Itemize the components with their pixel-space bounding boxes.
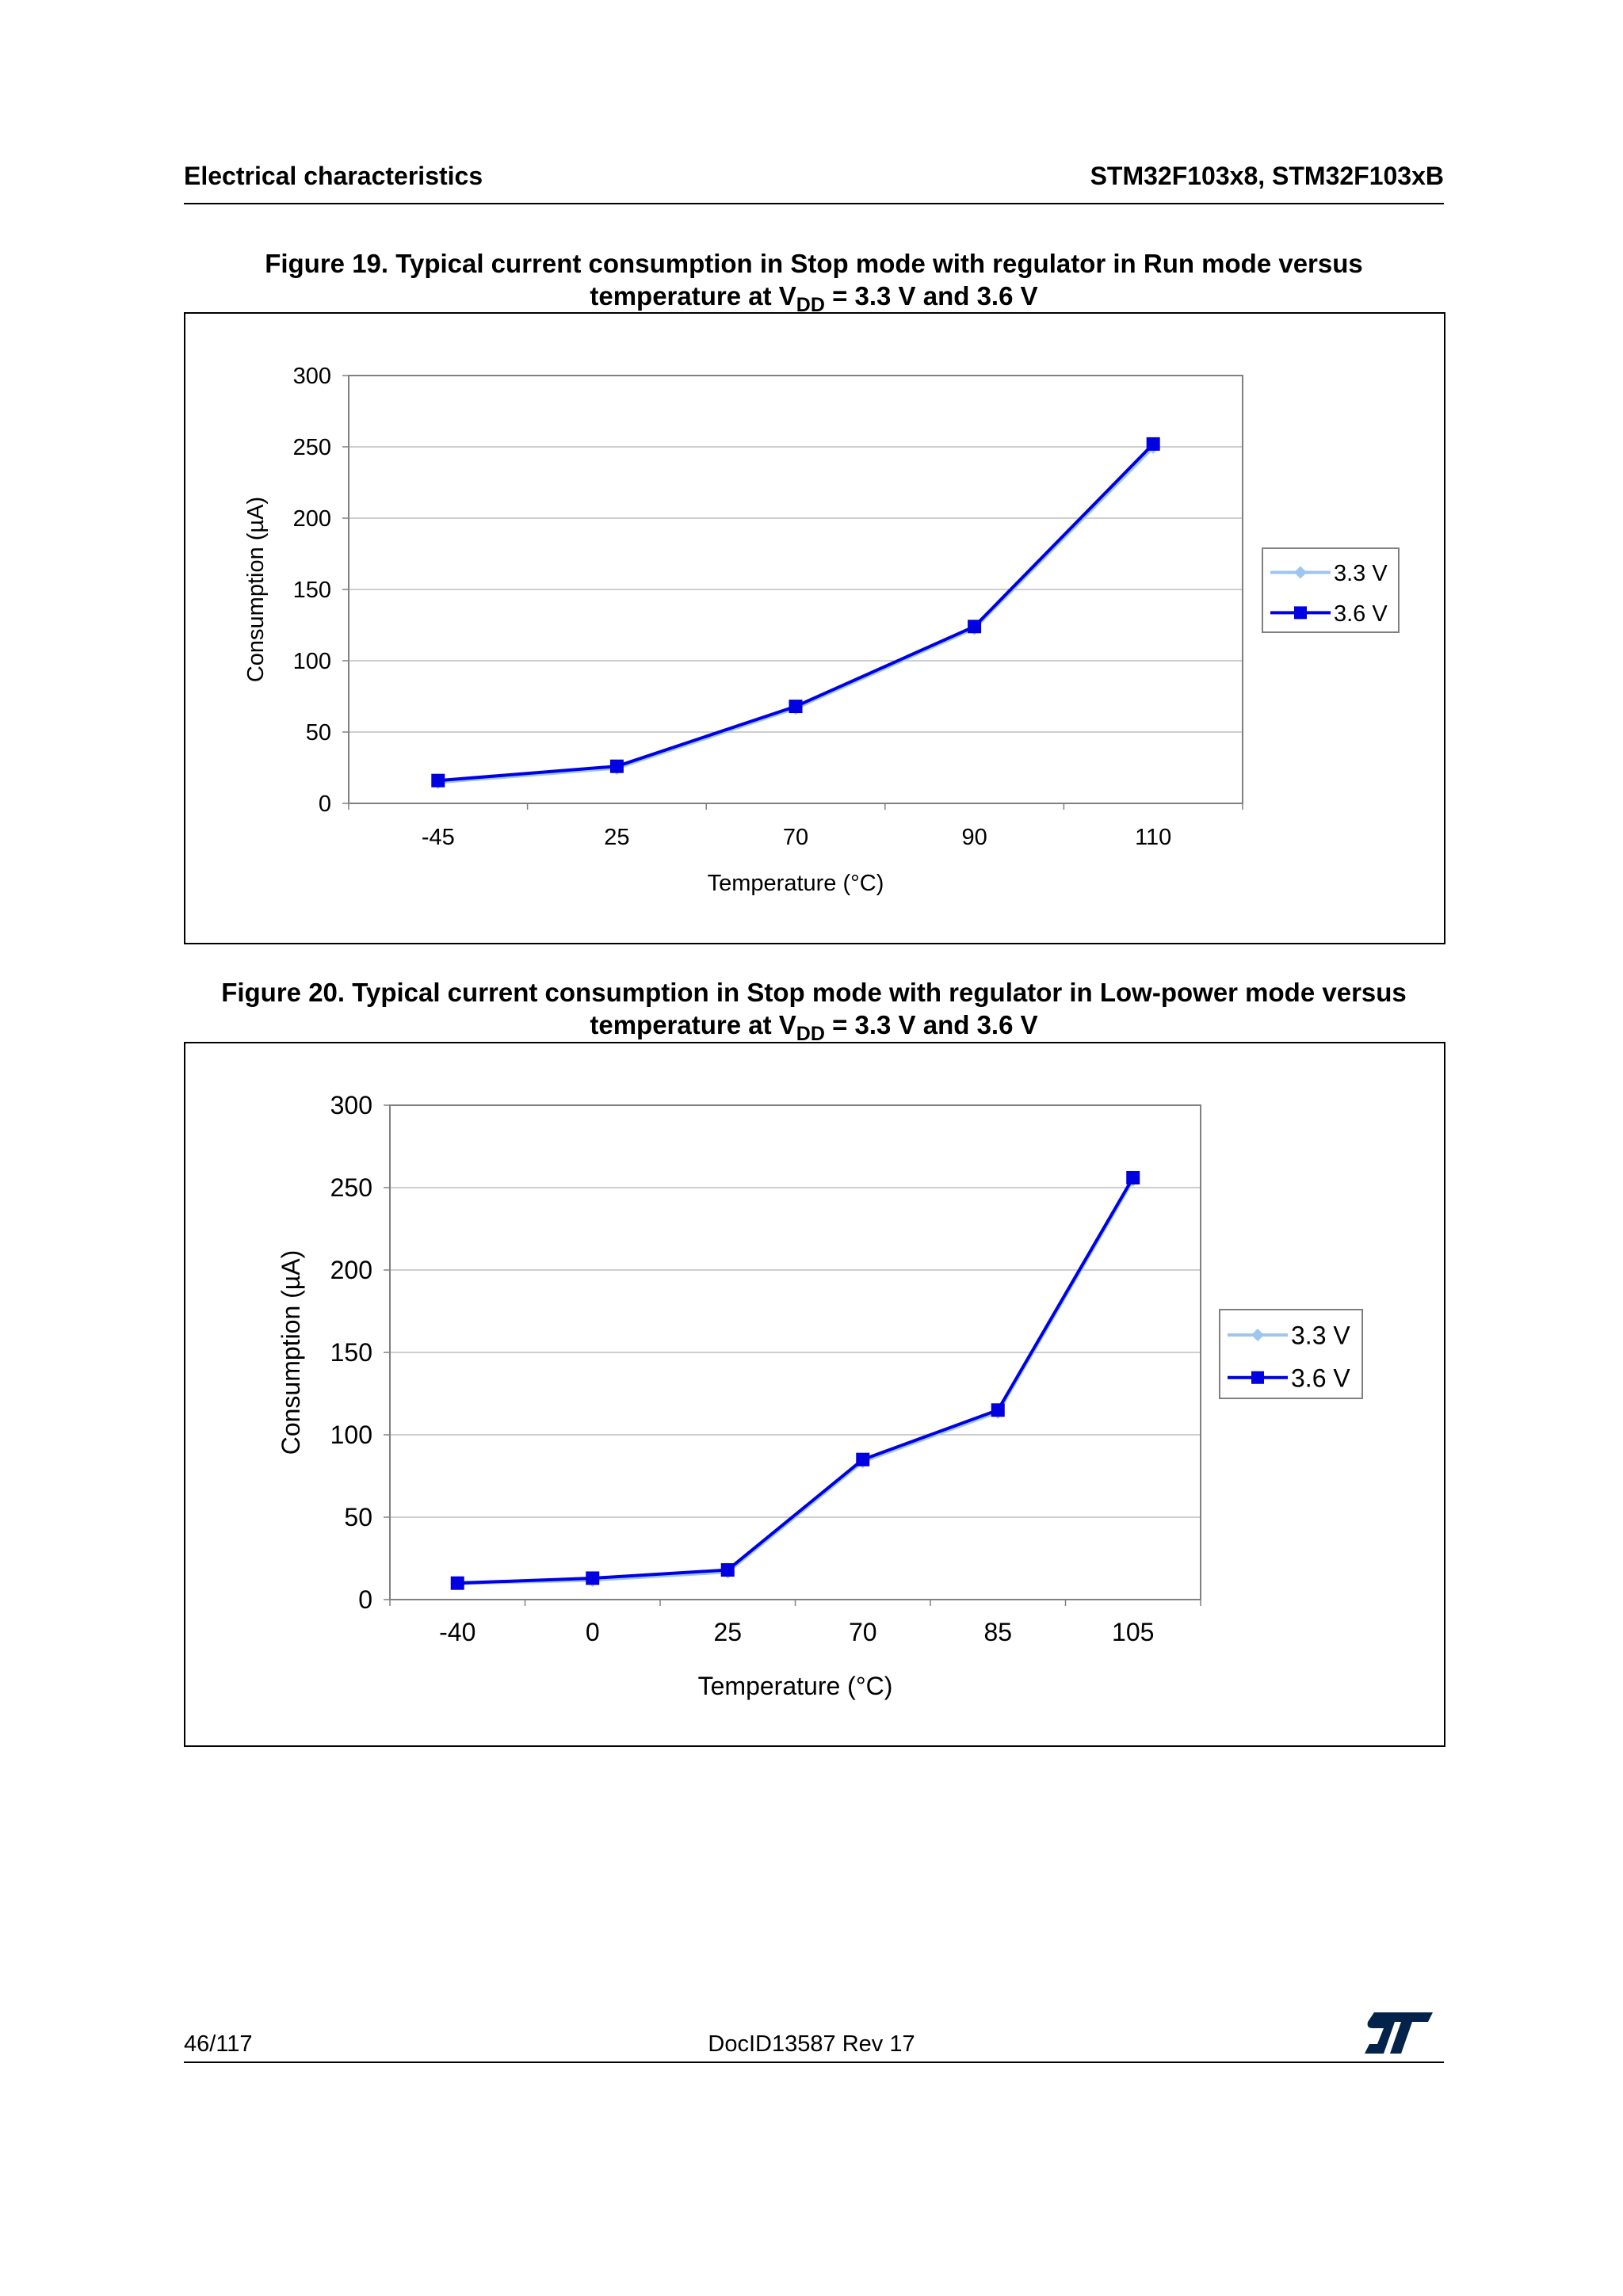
y-tick-label: 300 (293, 364, 331, 389)
figure-20-caption: Figure 20. Typical current consumption i… (184, 976, 1444, 1045)
legend-swatch-marker (1294, 566, 1307, 579)
legend: 3.3 V 3.6 V (1219, 1309, 1363, 1399)
legend-label: 3.3 V (1334, 561, 1388, 586)
x-axis-title: Temperature (°C) (708, 871, 884, 896)
y-tick-label: 0 (358, 1585, 372, 1614)
figure-20-frame: 0 50 100 150 200 250 300 -40 0 25 70 85 105 Temperatu… (184, 1042, 1445, 1747)
plot-area (348, 375, 1243, 804)
figure-19-frame: 0 50 100 150 200 250 300 -45 25 70 90 110 Temperatur… (184, 312, 1445, 944)
data-point (720, 1563, 735, 1577)
y-tick-label: 200 (293, 506, 331, 532)
figure-20-caption-line1: Figure 20. Typical current consumption i… (221, 978, 1407, 1007)
x-tick-label: -45 (422, 825, 455, 850)
figure-19-caption: Figure 19. Typical current consumption i… (184, 247, 1444, 316)
x-tick-label: 0 (586, 1618, 600, 1646)
legend-box (1219, 1309, 1363, 1399)
y-tick-label: 50 (344, 1503, 372, 1531)
data-point (991, 1403, 1005, 1417)
document-part-number: STM32F103x8, STM32F103xB (1090, 162, 1444, 190)
st-logo: ST (1360, 2011, 1434, 2055)
st-logo-icon: ST (1365, 2012, 1433, 2054)
y-tick-label: 150 (293, 578, 331, 603)
document-id: DocID13587 Rev 17 (708, 2031, 915, 2057)
y-tick-label: 50 (306, 720, 331, 746)
data-point (856, 1452, 870, 1466)
x-tick-label: 90 (961, 825, 987, 850)
figure-19-caption-line2: temperature at VDD = 3.3 V and 3.6 V (590, 281, 1038, 316)
data-point (450, 1576, 464, 1590)
x-tick-label: 25 (713, 1618, 742, 1646)
y-tick-label: 200 (330, 1256, 372, 1284)
x-tick-label: 25 (604, 825, 629, 850)
y-tick-label: 250 (330, 1173, 372, 1202)
y-tick-label: 250 (293, 435, 331, 460)
x-tick-label: 70 (849, 1618, 877, 1646)
figure-19-caption-line1: Figure 19. Typical current consumption i… (265, 249, 1363, 278)
x-tick-label: 110 (1135, 825, 1171, 850)
data-point (1146, 437, 1160, 451)
header-rule (184, 203, 1444, 204)
legend-label: 3.6 V (1334, 601, 1388, 627)
legend: 3.3 V 3.6 V (1262, 547, 1400, 633)
series-line-1 (457, 1177, 1135, 1585)
legend-swatch-marker (1251, 1371, 1264, 1384)
y-tick-label: 300 (330, 1091, 372, 1119)
y-axis-title: Consumption (µA) (277, 1250, 305, 1455)
page-number: 46/117 (184, 2031, 253, 2057)
data-point (431, 773, 445, 788)
y-axis-title: Consumption (µA) (243, 497, 269, 682)
data-point (586, 1571, 600, 1585)
series-line-1 (437, 443, 1155, 783)
data-point (789, 700, 803, 714)
footer-rule (184, 2061, 1444, 2063)
legend-swatch-marker (1294, 606, 1307, 620)
legend-label: 3.6 V (1291, 1363, 1350, 1392)
figure-20-caption-line2: temperature at VDD = 3.3 V and 3.6 V (590, 1010, 1038, 1045)
data-point (968, 620, 982, 634)
figure-19-chart: 0 50 100 150 200 250 300 -45 25 70 90 110 Temperatur… (243, 364, 1400, 896)
y-tick-label: 150 (330, 1338, 372, 1367)
y-tick-label: 100 (330, 1421, 372, 1449)
section-title: Electrical characteristics (184, 162, 483, 190)
x-tick-label: 70 (783, 825, 808, 850)
legend-swatch-marker (1251, 1329, 1264, 1341)
y-tick-label: 100 (293, 649, 331, 674)
x-tick-label: -40 (439, 1618, 475, 1646)
legend-box (1262, 547, 1400, 633)
x-axis-title: Temperature (°C) (698, 1672, 893, 1700)
y-tick-label: 0 (319, 791, 331, 817)
series-line-0 (457, 1178, 1135, 1585)
figure-20-chart: 0 50 100 150 200 250 300 -40 0 25 70 85 105 Temperatu… (277, 1091, 1363, 1700)
legend-label: 3.3 V (1291, 1322, 1350, 1350)
data-point (1126, 1171, 1140, 1185)
x-tick-label: 105 (1112, 1618, 1154, 1646)
data-point (609, 759, 624, 773)
x-tick-label: 85 (983, 1618, 1012, 1646)
